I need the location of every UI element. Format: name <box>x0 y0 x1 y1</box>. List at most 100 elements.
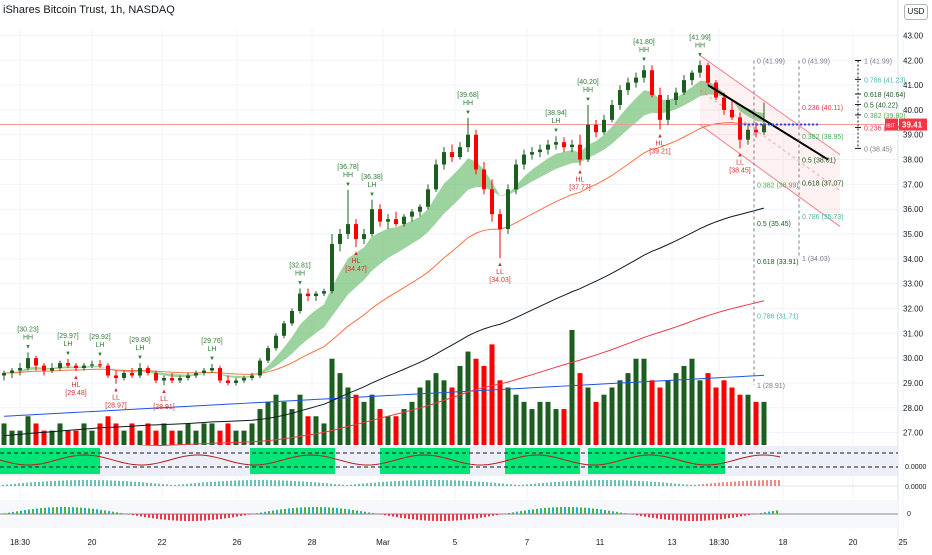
oscillator-2-bar <box>150 483 152 486</box>
oscillator-2-bar <box>334 484 336 486</box>
candle-body <box>610 105 614 120</box>
oscillator-3-bar <box>648 514 650 517</box>
volume-bar <box>730 388 735 446</box>
volume-bar <box>698 380 703 445</box>
candle-body <box>226 380 230 382</box>
swing-label-price: [39.68] <box>457 92 478 99</box>
candle-body <box>346 224 350 234</box>
oscillator-3-bar <box>96 509 98 514</box>
oscillator-3-bar <box>760 513 762 514</box>
oscillator-2-bar <box>282 480 284 486</box>
oscillator-3-bar <box>112 512 114 514</box>
oscillator-3-bar <box>404 514 406 518</box>
oscillator-3-bar <box>80 508 82 514</box>
volume-bar <box>658 388 663 446</box>
oscillator-2-bar <box>634 481 636 486</box>
oscillator-3-bar <box>256 513 258 514</box>
swing-marker: ▲ <box>657 134 663 140</box>
candle-body <box>666 100 670 120</box>
oscillator-2-bar <box>34 482 36 486</box>
candle-body <box>586 125 590 160</box>
oscillator-2-bar <box>2 485 4 486</box>
currency-button[interactable]: USD <box>904 4 928 20</box>
oscillator-3-bar <box>24 510 26 514</box>
volume-bar <box>202 423 207 445</box>
oscillator-2-bar <box>454 480 456 486</box>
swing-label-type: LH <box>96 342 105 349</box>
y-tick-label: 41.00 <box>903 81 924 90</box>
oscillator-3-bar <box>472 514 474 519</box>
oscillator-2-bar <box>646 481 648 486</box>
oscillator-2-bar <box>30 482 32 486</box>
fib-right-label: 0 (38.45) <box>864 146 892 153</box>
oscillator-2-bar <box>498 483 500 486</box>
oscillator-2-bar <box>94 480 96 486</box>
oscillator-3-bar <box>732 514 734 518</box>
oscillator-2-bar <box>482 482 484 486</box>
oscillator-3-bar <box>360 511 362 514</box>
oscillator-2-bar <box>542 483 544 486</box>
chart-title: iShares Bitcoin Trust, 1h, NASDAQ <box>3 4 175 16</box>
swing-label-type: LH <box>64 341 73 348</box>
candle-body <box>650 70 654 95</box>
oscillator-3-bar <box>436 514 438 521</box>
swing-label-price: [28.97] <box>105 403 126 410</box>
oscillator-3-bar <box>156 514 158 519</box>
oscillator-2-bar <box>14 484 16 486</box>
candle-body <box>482 169 486 189</box>
oscillator-3-bar <box>676 514 678 521</box>
oscillator-3-bar <box>772 511 774 514</box>
volume-bar <box>178 431 183 445</box>
oscillator-3-bar <box>140 514 142 516</box>
oscillator-2-bar <box>250 480 252 486</box>
oscillator-3-bar <box>744 514 746 516</box>
x-tick-label: 25 <box>899 538 908 547</box>
candle-body <box>570 145 574 147</box>
oscillator-3-bar <box>580 507 582 514</box>
oscillator-3-bar <box>748 514 750 515</box>
oscillator-2-bar <box>686 485 688 486</box>
oscillator-3-bar <box>512 512 514 514</box>
oscillator-3-bar <box>572 507 574 514</box>
oscillator-1-band <box>250 448 335 474</box>
oscillator-2-bar <box>370 483 372 486</box>
x-tick-label: 20 <box>88 538 97 547</box>
oscillator-2-bar <box>186 484 188 486</box>
x-tick-label: 20 <box>849 538 858 547</box>
oscillator-3-bar <box>616 512 618 514</box>
oscillator-2-bar <box>218 481 220 486</box>
candle-body <box>386 219 390 221</box>
oscillator-3-bar <box>72 507 74 514</box>
oscillator-3-bar <box>40 508 42 514</box>
oscillator-2-bar <box>386 482 388 486</box>
oscillator-3-bar <box>56 507 58 514</box>
oscillator-3-bar <box>304 507 306 514</box>
oscillator-3-bar <box>720 514 722 519</box>
fib-right-label: 0.5 (40.22) <box>864 102 898 109</box>
x-tick-label: 26 <box>233 538 242 547</box>
fib-right-label: 0.618 (40.64) <box>864 92 906 99</box>
oscillator-2-bar <box>462 481 464 486</box>
volume-bar <box>482 366 487 445</box>
oscillator-2-bar <box>162 484 164 486</box>
oscillator-2-bar <box>554 482 556 486</box>
oscillator-3-bar <box>480 514 482 518</box>
volume-bar <box>578 373 583 445</box>
oscillator-2-bar <box>42 482 44 486</box>
candle-body <box>194 373 198 375</box>
oscillator-3-bar <box>324 507 326 514</box>
volume-bar <box>314 416 319 445</box>
oscillator-3-bar <box>700 514 702 521</box>
oscillator-2-bar <box>54 481 56 486</box>
fib-mid-label: 0.786 (31.71) <box>757 314 799 321</box>
volume-bar <box>466 352 471 445</box>
oscillator-2-bar <box>230 481 232 486</box>
swing-label-price: [34.03] <box>489 277 510 284</box>
volume-bar <box>34 423 39 445</box>
volume-bar <box>2 423 7 445</box>
oscillator-3-bar <box>492 514 494 516</box>
oscillator-3-bar <box>620 513 622 514</box>
volume-bar <box>290 409 295 445</box>
oscillator-2-bar <box>766 480 768 486</box>
